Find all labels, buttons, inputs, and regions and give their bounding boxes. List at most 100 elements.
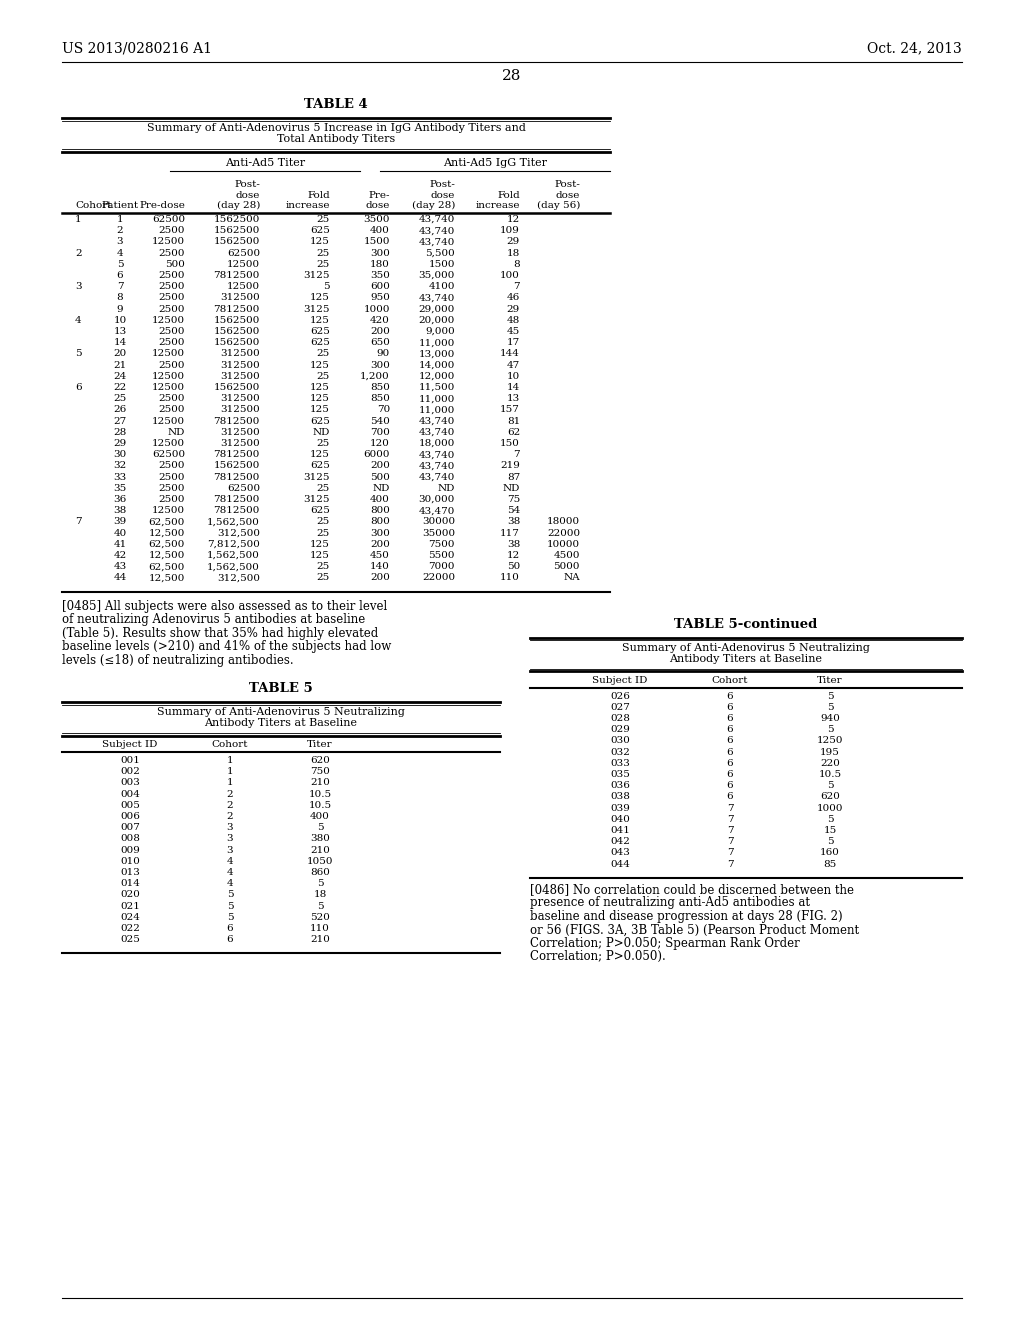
Text: 7812500: 7812500 (214, 506, 260, 515)
Text: 125: 125 (310, 540, 330, 549)
Text: Cohort: Cohort (212, 741, 248, 748)
Text: 62500: 62500 (227, 484, 260, 492)
Text: 312,500: 312,500 (217, 528, 260, 537)
Text: 200: 200 (370, 462, 390, 470)
Text: Cohort: Cohort (712, 676, 749, 685)
Text: 22: 22 (114, 383, 127, 392)
Text: 8: 8 (117, 293, 123, 302)
Text: 160: 160 (820, 849, 840, 858)
Text: 32: 32 (114, 462, 127, 470)
Text: 43,740: 43,740 (419, 215, 455, 224)
Text: 7,812,500: 7,812,500 (207, 540, 260, 549)
Text: Patient: Patient (101, 201, 138, 210)
Text: 18,000: 18,000 (419, 440, 455, 447)
Text: or 56 (FIGS. 3A, 3B Table 5) (Pearson Product Moment: or 56 (FIGS. 3A, 3B Table 5) (Pearson Pr… (530, 923, 859, 936)
Text: 12500: 12500 (227, 260, 260, 269)
Text: 200: 200 (370, 327, 390, 337)
Text: 11,500: 11,500 (419, 383, 455, 392)
Text: 5500: 5500 (428, 550, 455, 560)
Text: 6: 6 (727, 692, 733, 701)
Text: 1,562,500: 1,562,500 (207, 517, 260, 527)
Text: Pre-: Pre- (369, 190, 390, 199)
Text: 28: 28 (503, 69, 521, 83)
Text: 9: 9 (117, 305, 123, 314)
Text: 010: 010 (120, 857, 140, 866)
Text: 10.5: 10.5 (818, 770, 842, 779)
Text: 008: 008 (120, 834, 140, 843)
Text: presence of neutralizing anti-Ad5 antibodies at: presence of neutralizing anti-Ad5 antibo… (530, 896, 810, 909)
Text: 220: 220 (820, 759, 840, 768)
Text: 033: 033 (610, 759, 630, 768)
Text: Titer: Titer (307, 741, 333, 748)
Text: 12,500: 12,500 (148, 573, 185, 582)
Text: 620: 620 (310, 756, 330, 766)
Text: 62500: 62500 (227, 248, 260, 257)
Text: 1: 1 (226, 756, 233, 766)
Text: 144: 144 (500, 350, 520, 359)
Text: 8: 8 (513, 260, 520, 269)
Text: 625: 625 (310, 338, 330, 347)
Text: 43: 43 (114, 562, 127, 572)
Text: 7812500: 7812500 (214, 473, 260, 482)
Text: 75: 75 (507, 495, 520, 504)
Text: 43,740: 43,740 (419, 428, 455, 437)
Text: 11,000: 11,000 (419, 405, 455, 414)
Text: Oct. 24, 2013: Oct. 24, 2013 (867, 41, 962, 55)
Text: 6: 6 (727, 781, 733, 791)
Text: 219: 219 (500, 462, 520, 470)
Text: 5: 5 (826, 781, 834, 791)
Text: 006: 006 (120, 812, 140, 821)
Text: 13: 13 (507, 395, 520, 403)
Text: 1000: 1000 (364, 305, 390, 314)
Text: 15: 15 (823, 826, 837, 836)
Text: 125: 125 (310, 315, 330, 325)
Text: 312500: 312500 (220, 360, 260, 370)
Text: 950: 950 (370, 293, 390, 302)
Text: 7812500: 7812500 (214, 450, 260, 459)
Text: 7812500: 7812500 (214, 305, 260, 314)
Text: 540: 540 (370, 417, 390, 425)
Text: 1562500: 1562500 (214, 383, 260, 392)
Text: 2: 2 (226, 789, 233, 799)
Text: 6: 6 (727, 725, 733, 734)
Text: 11,000: 11,000 (419, 338, 455, 347)
Text: TABLE 5-continued: TABLE 5-continued (675, 618, 817, 631)
Text: 4100: 4100 (428, 282, 455, 292)
Text: 500: 500 (370, 473, 390, 482)
Text: Summary of Anti-Adenovirus 5 Neutralizing: Summary of Anti-Adenovirus 5 Neutralizin… (157, 708, 404, 717)
Text: 5: 5 (226, 913, 233, 921)
Text: 1562500: 1562500 (214, 315, 260, 325)
Text: 125: 125 (310, 383, 330, 392)
Text: dose: dose (236, 190, 260, 199)
Text: increase: increase (286, 201, 330, 210)
Text: 5: 5 (826, 725, 834, 734)
Text: (day 28): (day 28) (217, 201, 260, 210)
Text: 500: 500 (165, 260, 185, 269)
Text: 6: 6 (727, 702, 733, 711)
Text: 030: 030 (610, 737, 630, 746)
Text: 1000: 1000 (817, 804, 843, 813)
Text: ND: ND (503, 484, 520, 492)
Text: 2500: 2500 (159, 495, 185, 504)
Text: 12: 12 (507, 215, 520, 224)
Text: 25: 25 (316, 372, 330, 380)
Text: Fold: Fold (498, 190, 520, 199)
Text: 48: 48 (507, 315, 520, 325)
Text: 117: 117 (500, 528, 520, 537)
Text: 87: 87 (507, 473, 520, 482)
Text: 2500: 2500 (159, 484, 185, 492)
Text: Fold: Fold (307, 190, 330, 199)
Text: dose: dose (366, 201, 390, 210)
Text: [0485] All subjects were also assessed as to their level: [0485] All subjects were also assessed a… (62, 599, 387, 612)
Text: 38: 38 (507, 540, 520, 549)
Text: 12: 12 (507, 550, 520, 560)
Text: 2500: 2500 (159, 327, 185, 337)
Text: 3: 3 (226, 824, 233, 833)
Text: 38: 38 (114, 506, 127, 515)
Text: 1,200: 1,200 (360, 372, 390, 380)
Text: 29: 29 (114, 440, 127, 447)
Text: 100: 100 (500, 271, 520, 280)
Text: 312,500: 312,500 (217, 573, 260, 582)
Text: 002: 002 (120, 767, 140, 776)
Text: 25: 25 (316, 517, 330, 527)
